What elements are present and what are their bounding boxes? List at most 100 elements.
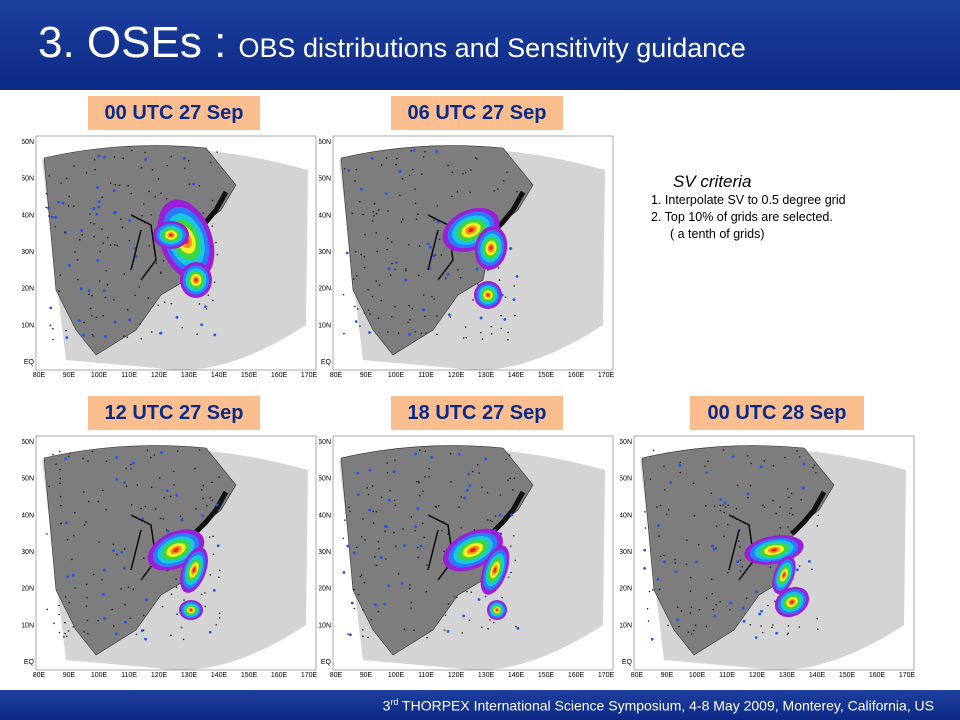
obs-dot: [67, 630, 70, 632]
obs-dot: [127, 185, 129, 187]
obs-dot: [105, 270, 107, 272]
obs-dot: [180, 626, 183, 629]
obs-dot: [460, 527, 463, 529]
obs-dot: [747, 496, 749, 499]
obs-dot: [410, 516, 413, 518]
lat-label: EQ: [24, 659, 35, 666]
obs-dot: [391, 262, 393, 265]
obs-dot: [404, 278, 408, 282]
obs-dot: [68, 195, 71, 198]
obs-dot: [447, 603, 450, 605]
obs-dot: [498, 279, 501, 281]
obs-dot: [424, 150, 426, 153]
obs-dot: [46, 533, 48, 535]
obs-dot: [816, 628, 819, 631]
obs-dot: [386, 248, 389, 251]
obs-dot: [154, 508, 157, 510]
obs-dot: [175, 586, 178, 589]
obs-dot: [434, 254, 437, 256]
obs-dot: [762, 504, 764, 506]
obs-dot: [48, 215, 50, 217]
obs-dot: [106, 236, 109, 239]
obs-dot: [722, 504, 724, 506]
obs-dot: [204, 592, 206, 594]
obs-dot: [431, 295, 433, 298]
lon-label: 120E: [448, 672, 465, 678]
obs-dot: [52, 327, 54, 330]
map-svg: 60N 50N 40N 30N 20N 10N EQ 80E 90E 100E 110E 120E 13…: [620, 435, 915, 678]
obs-dot: [198, 303, 201, 305]
obs-dot: [101, 196, 103, 199]
obs-dot: [203, 305, 207, 309]
obs-dot: [759, 465, 763, 469]
obs-dot: [116, 553, 118, 556]
obs-dot: [380, 299, 383, 302]
obs-dot: [425, 590, 428, 593]
obs-dot: [370, 157, 374, 160]
obs-dot: [449, 316, 452, 318]
obs-dot: [94, 168, 96, 171]
sv-criteria-title: SV criteria: [673, 172, 752, 191]
obs-dot: [216, 508, 219, 511]
obs-dot: [466, 489, 469, 492]
plot-frame: [332, 135, 614, 371]
lon-label: 120E: [151, 672, 168, 678]
obs-dot: [414, 330, 416, 333]
obs-dot: [343, 167, 346, 170]
obs-dot: [465, 336, 468, 339]
obs-dot: [386, 237, 389, 240]
obs-dot: [166, 529, 170, 533]
lon-label: 100E: [689, 672, 706, 678]
obs-dot: [165, 197, 168, 200]
obs-dot: [692, 629, 695, 632]
obs-dot: [200, 489, 203, 491]
obs-dot: [128, 219, 132, 222]
lon-label: 80E: [631, 672, 644, 678]
obs-dot: [362, 213, 364, 216]
obs-dot: [514, 559, 517, 562]
lon-label: 140E: [211, 372, 228, 378]
obs-dot: [141, 517, 145, 521]
obs-dot: [816, 617, 818, 620]
obs-dot: [795, 568, 799, 572]
lon-label: 120E: [749, 672, 766, 678]
lon-label: 160E: [568, 672, 585, 678]
obs-dot: [507, 576, 510, 579]
obs-dot: [109, 244, 112, 246]
obs-dot: [127, 586, 130, 588]
obs-dot: [48, 175, 51, 177]
obs-dot: [512, 298, 516, 302]
obs-dot: [392, 470, 396, 473]
obs-dot: [444, 614, 447, 617]
obs-dot: [363, 255, 366, 258]
plot-frame: [332, 435, 614, 671]
obs-dot: [58, 631, 61, 634]
lat-label: 20N: [22, 586, 34, 593]
obs-dot: [377, 317, 380, 320]
obs-dot: [410, 150, 412, 152]
obs-dot: [428, 475, 430, 478]
obs-dot: [93, 222, 95, 225]
obs-dot: [114, 632, 118, 636]
obs-dot: [715, 547, 717, 550]
obs-dot: [87, 500, 90, 503]
obs-dot: [690, 606, 693, 608]
obs-dot: [786, 633, 789, 636]
obs-dot: [410, 607, 412, 609]
obs-dot: [426, 242, 430, 246]
obs-dot: [648, 590, 651, 593]
obs-dot: [354, 180, 356, 182]
obs-dot: [79, 287, 83, 291]
obs-dot: [458, 506, 460, 508]
obs-dot: [372, 510, 374, 513]
obs-dot: [374, 603, 377, 607]
obs-dot: [212, 553, 215, 556]
obs-dot: [791, 513, 794, 516]
obs-dot: [347, 633, 349, 635]
obs-dot: [103, 155, 106, 159]
sensitivity-region: [480, 545, 510, 595]
obs-dot: [758, 612, 761, 616]
obs-dot: [383, 602, 387, 606]
obs-dot: [736, 560, 740, 563]
obs-dot: [509, 545, 512, 548]
